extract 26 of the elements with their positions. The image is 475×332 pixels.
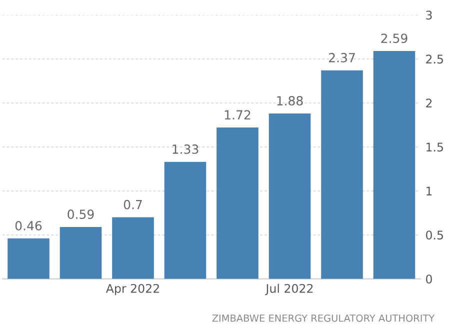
data-label: 0.59 [68, 210, 94, 219]
bar [112, 217, 154, 279]
x-tick-label: Jul 2022 [265, 284, 313, 296]
bar [8, 238, 50, 279]
bar [60, 226, 102, 279]
bar [321, 70, 363, 279]
data-label: 1.88 [277, 96, 303, 106]
y-tick-label: 1 [426, 186, 432, 196]
data-label: 0.7 [124, 200, 142, 210]
bar [216, 128, 258, 279]
y-tick-label: 0 [426, 274, 432, 284]
bar [373, 51, 416, 279]
x-tick-label: Apr 2022 [106, 284, 159, 296]
text: ZIMBABWE ENERGY REGULATORY AUTHORITY [212, 314, 435, 322]
y-tick-label: 1.5 [426, 142, 443, 152]
data-label: 1.33 [172, 144, 198, 154]
bar [268, 113, 311, 279]
bar [164, 162, 206, 279]
data-label: 2.37 [329, 52, 355, 62]
y-tick-label: 2.5 [426, 54, 443, 64]
data-label: 0.46 [15, 220, 42, 230]
y-tick-label: 2 [426, 98, 432, 108]
data-label: 2.59 [381, 34, 408, 44]
y-tick-label: 0.5 [426, 230, 443, 240]
data-label: 1.72 [224, 110, 250, 120]
y-tick-label: 3 [426, 10, 432, 20]
